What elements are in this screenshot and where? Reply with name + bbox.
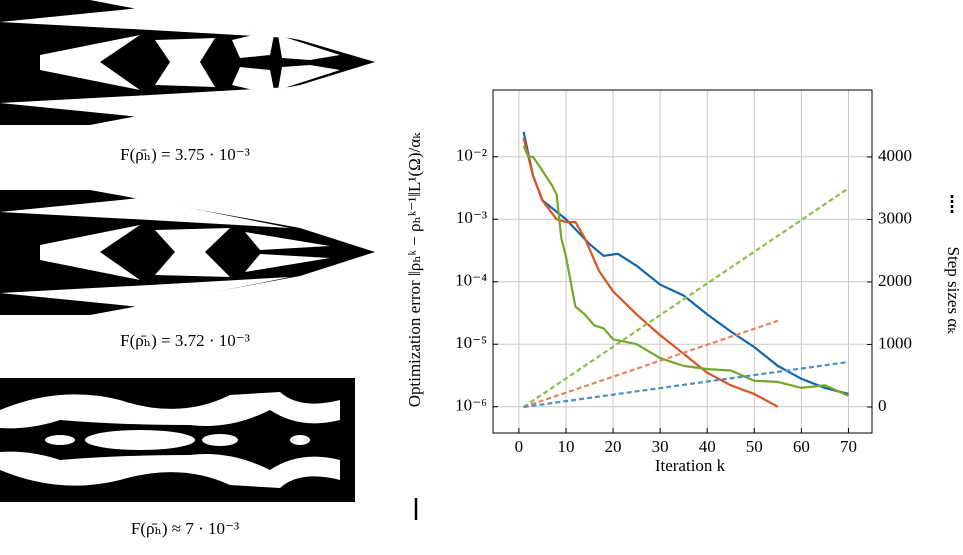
error-line — [524, 146, 849, 396]
topology-image-3 — [0, 378, 355, 502]
topology-image-1 — [0, 0, 375, 125]
y2-tick-label: 3000 — [878, 208, 912, 227]
x-tick-label: 50 — [746, 437, 763, 456]
x-tick-label: 60 — [793, 437, 810, 456]
x-tick-label: 0 — [515, 437, 524, 456]
caption: F(ρ̄ₕ) = 3.75 · 10⁻³ — [120, 145, 250, 164]
step-size-line — [524, 362, 849, 407]
y-axis-label: Optimization error ‖ρₕᵏ − ρₕᵏ⁻¹‖L¹(Ω)/αₖ — [405, 132, 424, 407]
error-line — [524, 138, 778, 407]
plot-frame — [493, 90, 872, 433]
y2-tick-label: 0 — [878, 396, 887, 415]
x-tick-label: 10 — [557, 437, 574, 456]
y-tick-label: 10⁻² — [456, 146, 487, 165]
x-tick-label: 30 — [652, 437, 669, 456]
x-tick-label: 40 — [699, 437, 716, 456]
caption: F(ρ̄ₕ) = 3.72 · 10⁻³ — [120, 331, 250, 350]
y-tick-label: 10⁻⁵ — [455, 333, 487, 352]
figure: F(ρ̄ₕ) = 3.75 · 10⁻³ F(ρ̄ₕ) = 3.72 · 10⁻… — [0, 0, 963, 550]
y2-tick-label: 1000 — [878, 333, 912, 352]
y2-axis-label: Step sizes αₖ — [944, 247, 963, 335]
y-tick-label: 10⁻⁶ — [455, 396, 487, 415]
x-tick-label: 70 — [840, 437, 857, 456]
y2-tick-label: 2000 — [878, 271, 912, 290]
caption: F(ρ̄ₕ) ≈ 7 · 10⁻³ — [131, 519, 239, 538]
x-axis-label: Iteration k — [655, 456, 726, 475]
x-tick-label: 20 — [605, 437, 622, 456]
y-tick-label: 10⁻³ — [456, 208, 487, 227]
y2-tick-label: 4000 — [878, 146, 912, 165]
y-tick-label: 10⁻⁴ — [455, 271, 487, 290]
topology-image-2 — [0, 190, 375, 315]
step-size-line — [524, 321, 778, 407]
